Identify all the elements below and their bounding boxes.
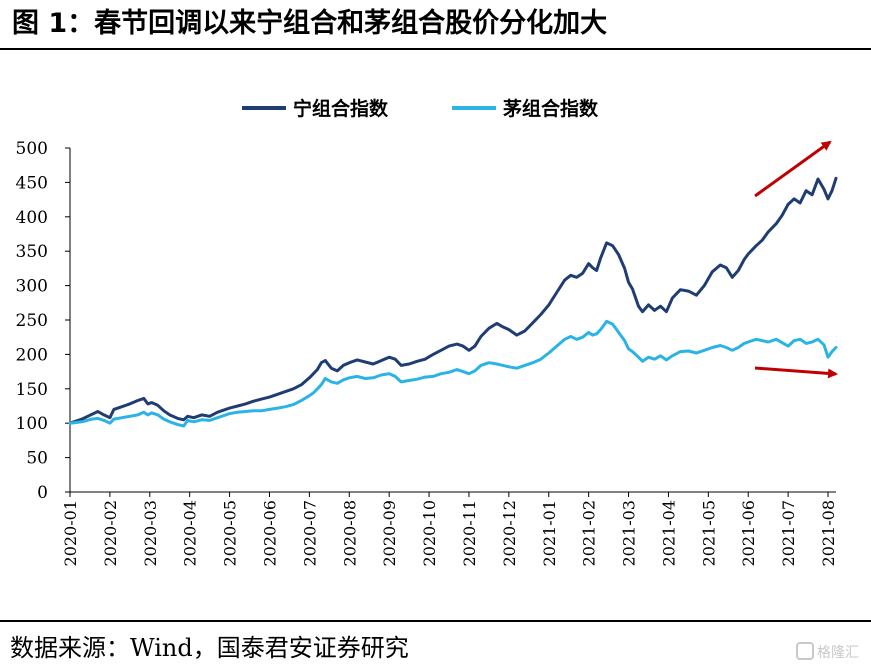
y-tick-label: 450: [16, 173, 48, 193]
y-tick-label: 100: [16, 414, 48, 434]
series-group: [68, 176, 838, 428]
x-tick-label: 2021-01: [540, 500, 559, 566]
title-divider: [0, 48, 871, 50]
x-tick-label: 2020-02: [101, 500, 120, 566]
x-tick-label: 2020-04: [181, 500, 200, 566]
x-tick-label: 2020-06: [260, 500, 279, 566]
x-tick-label: 2020-08: [340, 500, 359, 566]
x-tick-label: 2021-02: [580, 500, 599, 566]
y-axis: 0 50 100 150 200 250 300 350 400 450 500: [16, 139, 71, 503]
page-title: 图 1：春节回调以来宁组合和茅组合股价分化加大: [12, 8, 608, 39]
x-tick-label: 2021-03: [620, 500, 639, 566]
x-tick-label: 2021-08: [819, 500, 838, 566]
y-tick-label: 150: [16, 380, 48, 400]
y-tick-label: 400: [16, 208, 48, 228]
x-tick-label: 2021-06: [739, 500, 758, 566]
y-tick-label: 0: [37, 483, 48, 503]
x-tick-label: 2020-09: [380, 500, 399, 566]
x-tick-label: 2021-04: [659, 500, 678, 566]
x-tick-label: 2020-01: [61, 500, 80, 566]
x-tick-label: 2020-07: [300, 500, 319, 566]
trend-arrows: [754, 140, 838, 379]
series-line-mao: [68, 319, 838, 428]
footer-divider: [0, 620, 871, 622]
y-tick-label: 250: [16, 311, 48, 331]
x-tick-label: 2020-11: [460, 500, 479, 566]
y-tick-label: 300: [16, 277, 48, 297]
watermark-logo-icon: [796, 642, 814, 660]
series-line-ning: [68, 176, 838, 425]
x-tick-label: 2021-05: [699, 500, 718, 566]
x-tick-label: 2021-07: [779, 500, 798, 566]
x-tick-label: 2020-05: [221, 500, 240, 566]
line-chart: 宁组合指数 茅组合指数 0 50 100 150 200 250 300 350 400 450 50…: [16, 97, 838, 566]
x-tick-label: 2020-10: [420, 500, 439, 566]
y-tick-label: 350: [16, 242, 48, 262]
data-source-note: 数据来源：Wind，国泰君安证券研究: [10, 634, 409, 662]
y-tick-label: 200: [16, 345, 48, 365]
y-tick-label: 500: [16, 139, 48, 159]
watermark-text: 格隆汇: [817, 645, 859, 661]
down-trend-arrow: [754, 366, 838, 379]
up-trend-arrow: [754, 140, 832, 198]
legend-label: 宁组合指数: [293, 97, 389, 120]
legend-label: 茅组合指数: [503, 97, 599, 120]
watermark: 格隆汇: [796, 642, 859, 662]
chart-legend: 宁组合指数 茅组合指数: [242, 97, 599, 120]
x-tick-label: 2020-03: [141, 500, 160, 566]
x-axis: 2020-01 2020-02 2020-03 2020-04 2020-05 2020-…: [61, 491, 838, 566]
y-tick-label: 50: [26, 449, 48, 469]
x-tick-label: 2020-12: [500, 500, 519, 566]
